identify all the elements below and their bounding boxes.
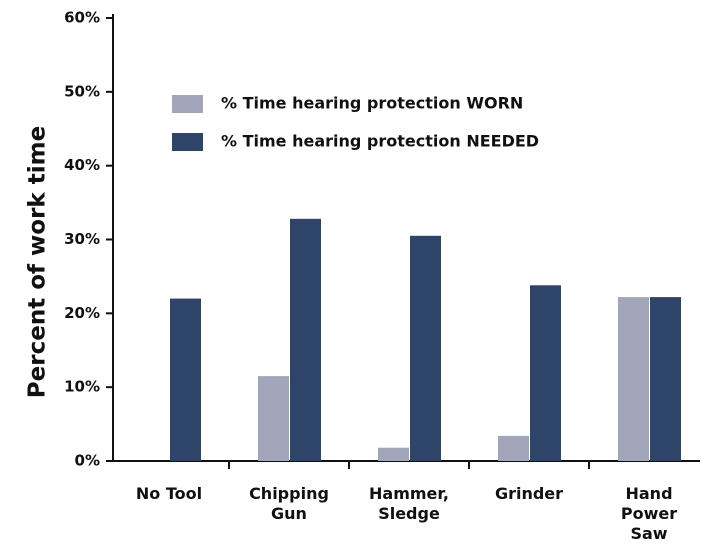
y-tick-label: 60% [64,9,100,27]
legend-swatch [172,133,203,151]
legend-label: % Time hearing protection WORN [221,94,523,113]
y-tick-label: 10% [64,378,100,396]
x-tick-label: Hammer, Sledge [369,484,449,523]
legend-swatch [172,95,203,113]
x-tick-label: Chipping Gun [249,484,329,523]
bar [378,447,409,461]
y-tick-label: 40% [64,156,100,174]
bar [498,435,529,461]
x-tick-label: No Tool [135,484,203,503]
bar [650,297,681,461]
y-axis-label: Percent of work time [25,126,51,398]
bar [258,376,289,461]
x-tick-label: Hand Power Saw [620,484,678,543]
y-tick-label: 20% [64,304,100,322]
y-tick-label: 50% [64,82,100,100]
bar [290,218,321,461]
x-tick-label: Grinder [494,484,564,503]
legend-label: % Time hearing protection NEEDED [221,132,539,151]
bar [410,235,441,461]
bar [618,297,649,461]
bar [530,285,561,461]
y-tick-label: 30% [64,230,100,248]
y-tick-label: 0% [75,452,100,470]
bar [170,298,201,461]
